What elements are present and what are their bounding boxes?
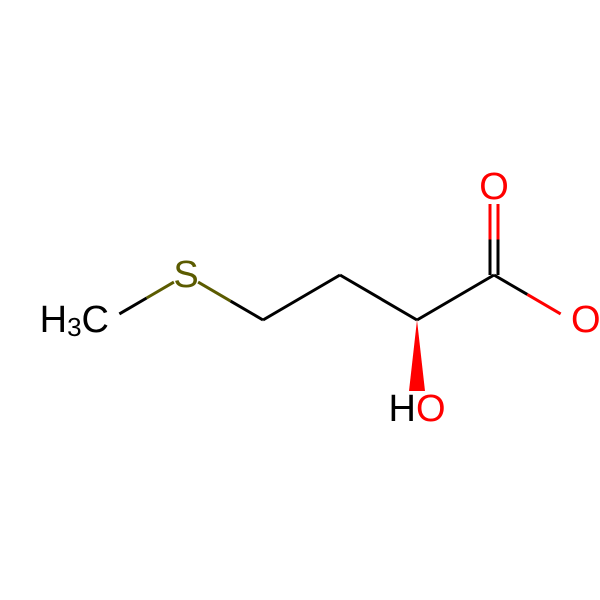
bonds-layer: [119, 204, 560, 391]
atom-label: OH: [571, 299, 600, 341]
atom-label: O: [479, 166, 509, 208]
molecule-diagram: H3C S O OH HO: [0, 0, 600, 600]
atom-label: H3C: [40, 299, 109, 342]
atoms-layer: H3C S O OH HO: [40, 166, 600, 430]
atom-label: S: [173, 254, 198, 296]
atom-label: HO: [388, 388, 445, 430]
